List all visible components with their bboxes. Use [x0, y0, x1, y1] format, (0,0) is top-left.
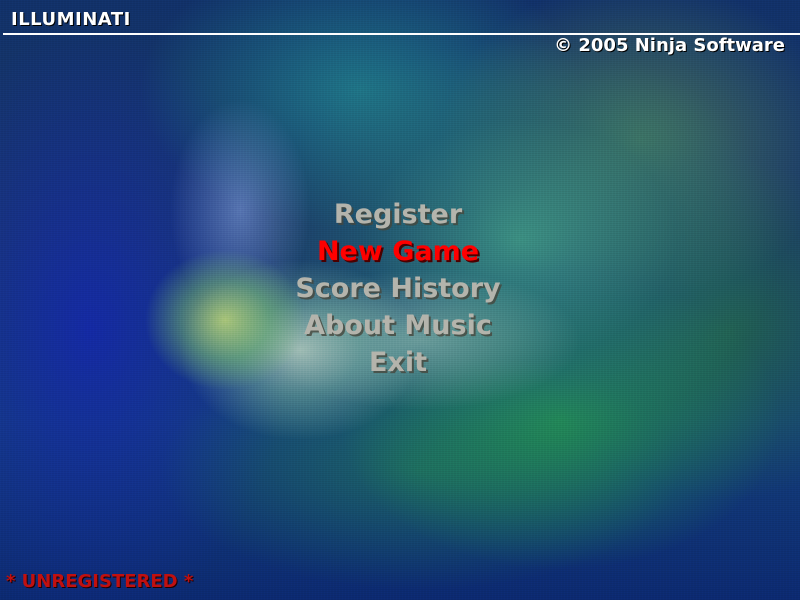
menu-item-new-game[interactable]: New Game: [316, 236, 480, 267]
main-menu: Register New Game Score History About Mu…: [200, 196, 596, 381]
menu-item-about-music[interactable]: About Music: [304, 310, 492, 341]
menu-item-score-history[interactable]: Score History: [295, 273, 501, 304]
menu-item-exit[interactable]: Exit: [368, 347, 428, 378]
game-title: ILLUMINATI: [11, 9, 131, 30]
unregistered-label: * UNREGISTERED *: [6, 571, 194, 592]
title-underline: [3, 33, 800, 35]
menu-item-register[interactable]: Register: [333, 199, 463, 230]
title-bar: ILLUMINATI: [0, 0, 800, 36]
copyright-notice: © 2005 Ninja Software: [554, 35, 785, 56]
